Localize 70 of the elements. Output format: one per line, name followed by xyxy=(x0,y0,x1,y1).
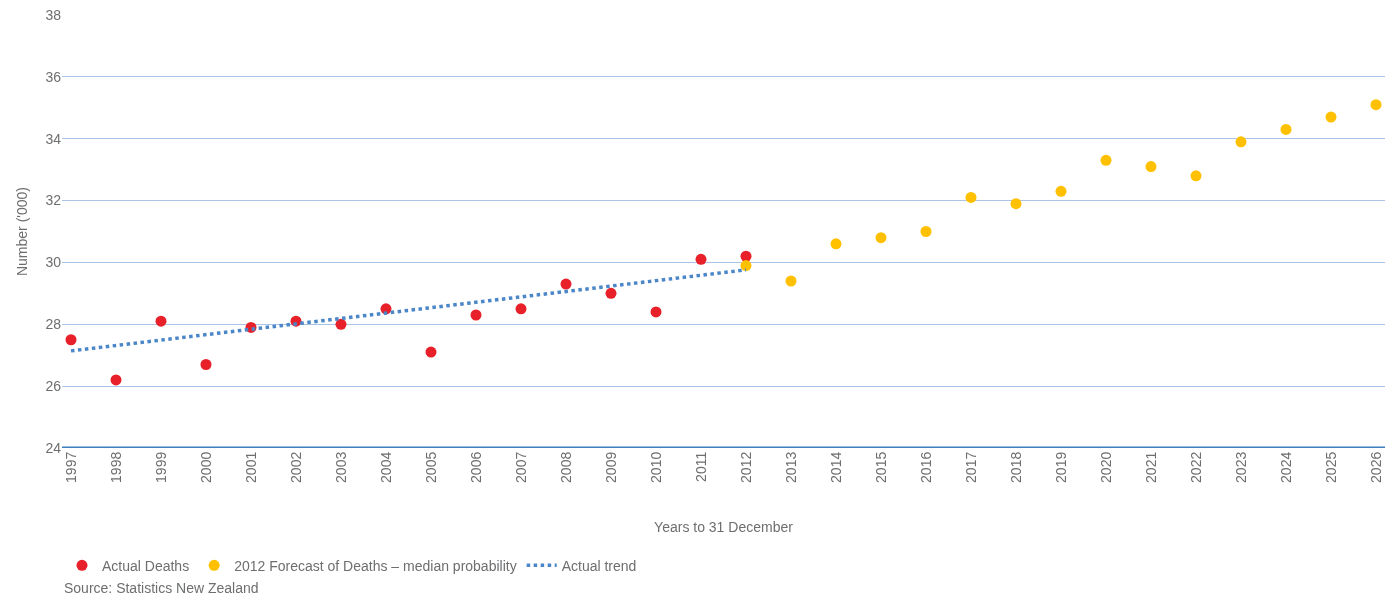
point xyxy=(515,303,527,315)
x-tick-label: 2009 xyxy=(602,451,619,483)
x-tick-label: 2021 xyxy=(1142,451,1159,483)
y-tick-label: 38 xyxy=(45,6,62,23)
point xyxy=(875,232,887,244)
y-tick-label: 32 xyxy=(45,192,62,209)
x-tick-label: 2010 xyxy=(647,451,664,483)
legend-label: Actual trend xyxy=(561,557,637,574)
point xyxy=(1235,136,1247,148)
x-tick-label: 2016 xyxy=(917,451,934,483)
point xyxy=(1055,185,1067,197)
point xyxy=(470,309,482,321)
source-note: Source: Statistics New Zealand xyxy=(64,580,259,596)
point xyxy=(695,253,707,265)
point xyxy=(650,306,662,318)
x-tick-label: 2020 xyxy=(1097,451,1114,483)
x-tick-label: 1997 xyxy=(62,451,79,483)
x-tick-label: 1998 xyxy=(107,451,124,483)
point xyxy=(920,226,932,237)
y-tick-label: 30 xyxy=(45,254,62,271)
x-tick-label: 2007 xyxy=(512,451,529,483)
point xyxy=(1280,123,1292,135)
point xyxy=(1325,111,1337,123)
x-tick-label: 2022 xyxy=(1187,451,1204,483)
point xyxy=(1370,99,1382,111)
legend-label: Actual Deaths xyxy=(102,557,190,574)
x-tick-label: 2014 xyxy=(827,451,844,483)
x-tick-label: 2017 xyxy=(962,451,979,483)
point xyxy=(65,334,77,346)
x-tick-label: 2023 xyxy=(1232,451,1249,483)
point xyxy=(830,238,842,250)
point xyxy=(1100,154,1112,166)
legend-label: 2012 Forecast of Deaths – median probability xyxy=(234,557,517,574)
x-tick-label: 2015 xyxy=(872,451,889,483)
x-tick-label: 2001 xyxy=(242,451,259,483)
x-tick-label: 1999 xyxy=(152,451,169,483)
y-tick-label: 36 xyxy=(45,68,62,85)
y-axis-title: Number ('000) xyxy=(14,186,31,277)
x-axis-title: Years to 31 December xyxy=(654,519,794,536)
point xyxy=(1145,161,1157,173)
x-tick-label: 2005 xyxy=(422,451,439,483)
x-tick-label: 2012 xyxy=(737,451,754,483)
x-tick-label: 2011 xyxy=(692,451,709,482)
x-tick-label: 2024 xyxy=(1277,451,1294,483)
x-tick-label: 2013 xyxy=(782,451,799,483)
point xyxy=(200,358,212,370)
point xyxy=(1010,198,1022,210)
y-tick-label: 24 xyxy=(45,439,62,456)
x-tick-label: 2018 xyxy=(1007,451,1024,483)
y-tick-label: 34 xyxy=(45,130,62,147)
point xyxy=(1190,170,1202,182)
point xyxy=(965,191,977,203)
x-tick-label: 2006 xyxy=(467,451,484,483)
x-tick-label: 2000 xyxy=(197,451,214,483)
x-tick-label: 2003 xyxy=(332,451,349,483)
y-tick-label: 28 xyxy=(45,316,62,333)
x-tick-label: 2026 xyxy=(1367,451,1384,483)
point xyxy=(740,260,752,272)
x-tick-label: 2004 xyxy=(377,451,394,483)
point xyxy=(110,374,122,386)
x-tick-label: 2008 xyxy=(557,451,574,483)
x-tick-label: 2025 xyxy=(1322,451,1339,483)
point xyxy=(560,278,572,290)
point xyxy=(155,315,167,327)
point xyxy=(605,287,617,299)
x-tick-label: 2019 xyxy=(1052,451,1069,483)
point xyxy=(785,275,797,287)
y-tick-label: 26 xyxy=(45,378,62,395)
point xyxy=(425,346,437,358)
x-tick-label: 2002 xyxy=(287,451,304,483)
